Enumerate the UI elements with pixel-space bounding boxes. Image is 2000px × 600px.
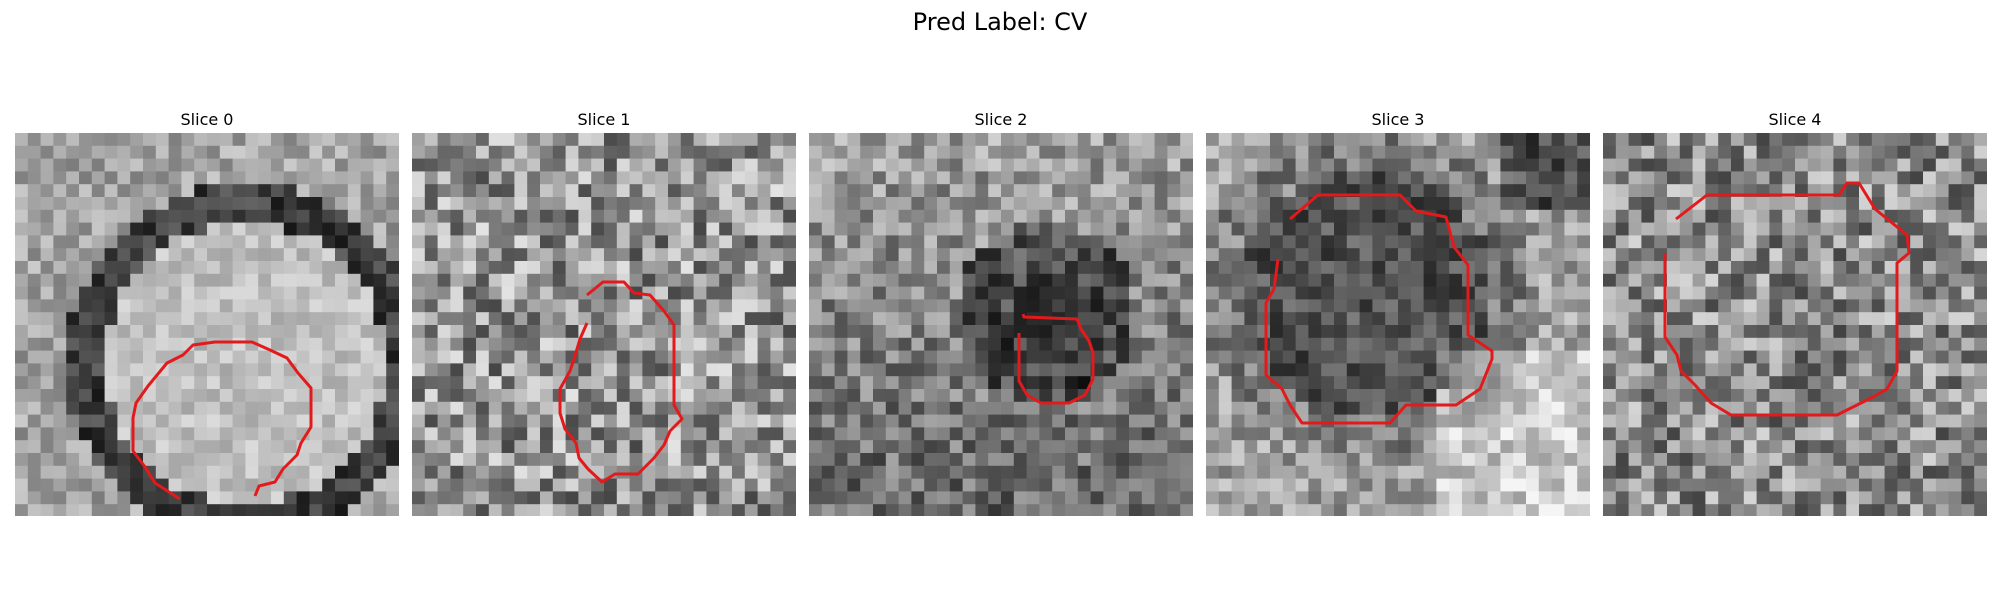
slice-panel-1: Slice 1 bbox=[412, 110, 796, 516]
slice-image bbox=[412, 133, 796, 516]
slice-image bbox=[1603, 133, 1987, 516]
slice-title: Slice 4 bbox=[1768, 110, 1822, 129]
noise-grid bbox=[1603, 133, 1987, 516]
noise-grid bbox=[809, 133, 1193, 516]
noise-grid bbox=[1206, 133, 1590, 516]
segmentation-contour bbox=[131, 340, 313, 501]
slice-title: Slice 1 bbox=[577, 110, 631, 129]
slice-image bbox=[809, 133, 1193, 516]
slice-panel-2: Slice 2 bbox=[809, 110, 1193, 516]
slice-image bbox=[15, 133, 399, 516]
noise-grid bbox=[412, 133, 796, 516]
segmentation-contour bbox=[1017, 313, 1095, 405]
segmentation-contour bbox=[1663, 181, 1911, 417]
slice-panel-0: Slice 0 bbox=[15, 110, 399, 516]
slice-title: Slice 0 bbox=[180, 110, 234, 129]
slice-title: Slice 3 bbox=[1371, 110, 1425, 129]
noise-grid bbox=[15, 133, 399, 516]
slice-panel-4: Slice 4 bbox=[1603, 110, 1987, 516]
slice-title: Slice 2 bbox=[974, 110, 1028, 129]
figure-title: Pred Label: CV bbox=[912, 8, 1088, 36]
segmentation-contour bbox=[1264, 193, 1494, 425]
slice-panel-3: Slice 3 bbox=[1206, 110, 1590, 516]
slice-image bbox=[1206, 133, 1590, 516]
segmentation-contour bbox=[558, 280, 684, 484]
